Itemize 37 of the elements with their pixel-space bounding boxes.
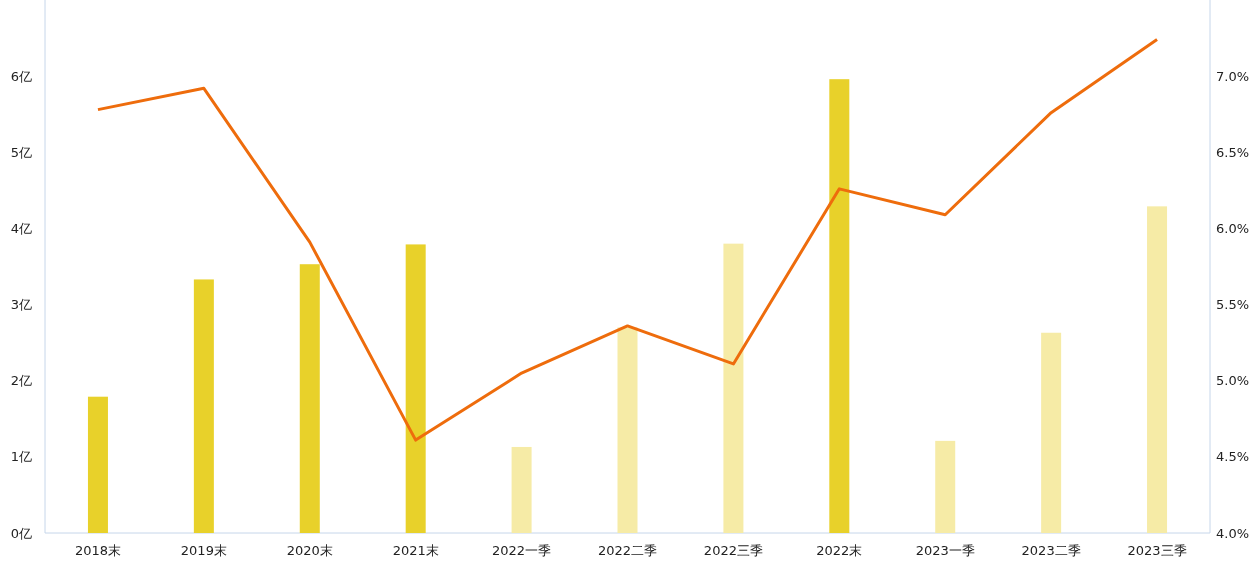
x-tick-label: 2022二季 xyxy=(597,543,658,558)
bar xyxy=(405,244,426,533)
x-tick-label: 2023一季 xyxy=(915,543,975,558)
bar xyxy=(723,243,744,533)
x-tick-label: 2023三季 xyxy=(1127,543,1187,558)
bar xyxy=(617,327,638,533)
y-tick-label: 0亿 xyxy=(10,525,32,541)
y2-tick-label: 7.0% xyxy=(1216,68,1250,84)
y-tick-label: 1亿 xyxy=(10,449,32,465)
line-series xyxy=(96,38,1159,442)
bar xyxy=(299,264,320,533)
bar xyxy=(1041,332,1062,533)
x-tick-label: 2020末 xyxy=(286,543,333,558)
y-tick-label: 3亿 xyxy=(10,297,32,313)
x-tick-label: 2022一季 xyxy=(492,543,552,558)
y-tick-label: 4亿 xyxy=(10,220,32,236)
y2-tick-label: 6.5% xyxy=(1216,144,1250,160)
y2-tick-label: 5.5% xyxy=(1216,297,1250,313)
x-tick-label: 2021末 xyxy=(392,543,439,558)
y2-tick-label: 4.0% xyxy=(1216,525,1250,541)
bar xyxy=(829,79,850,533)
y-tick-label: 2亿 xyxy=(10,373,32,389)
y2-tick-label: 6.0% xyxy=(1216,220,1250,236)
y2-tick-label: 5.0% xyxy=(1216,373,1250,389)
x-tick-label: 2022末 xyxy=(816,543,863,558)
y-tick-label: 6亿 xyxy=(10,68,32,84)
bar xyxy=(193,279,214,533)
x-tick-label: 2019末 xyxy=(180,543,227,558)
x-tick-label: 2023二季 xyxy=(1021,543,1081,558)
bar xyxy=(1147,206,1168,533)
bar xyxy=(511,446,532,533)
y-tick-label: 5亿 xyxy=(10,144,32,160)
y2-tick-label: 4.5% xyxy=(1216,449,1250,465)
bar xyxy=(87,396,108,533)
x-tick-label: 2018末 xyxy=(74,543,121,558)
x-tick-label: 2022三季 xyxy=(703,543,763,558)
bar xyxy=(935,440,956,533)
